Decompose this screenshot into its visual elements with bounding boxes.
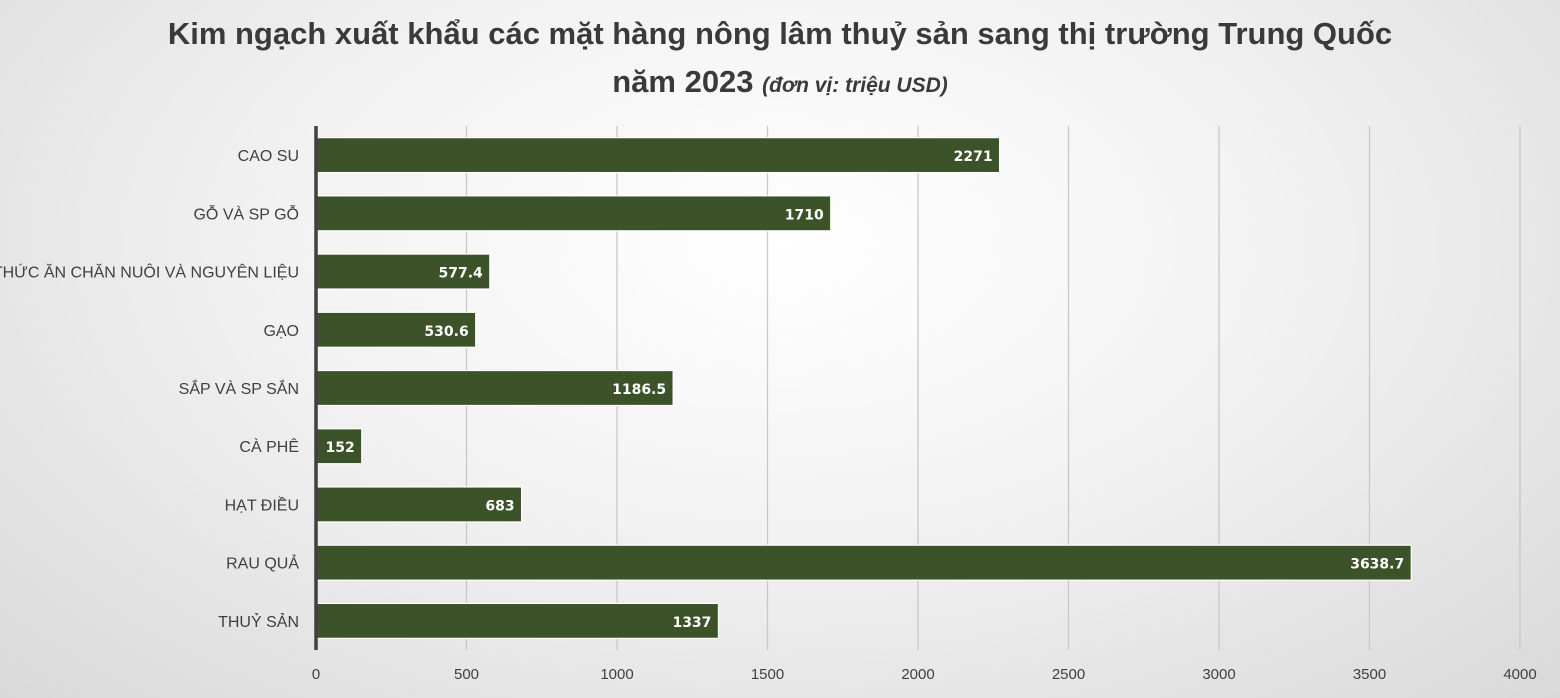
x-tick-label: 2000 — [901, 666, 934, 683]
bars: 2271 1710 577.4 530.6 1186.5 152 683 3638.7 1337 — [315, 137, 1412, 639]
x-tick-label: 1000 — [600, 666, 633, 683]
data-label: 1337 — [672, 615, 711, 631]
x-tick-label: 2500 — [1052, 666, 1085, 683]
data-label: 1710 — [785, 207, 824, 223]
category-label: THUỶ SẢN — [218, 612, 299, 631]
bar — [315, 253, 491, 290]
category-label: CÀ PHÊ — [239, 437, 299, 456]
category-label: GẠO — [263, 323, 299, 340]
chart-title-year: năm 2023 — [612, 64, 754, 99]
x-tick-label: 1500 — [751, 666, 784, 683]
data-label: 683 — [485, 498, 514, 514]
category-label: THỨC ĂN CHĂN NUÔI VÀ NGUYÊN LIỆU — [0, 263, 299, 282]
category-label: CAO SU — [238, 148, 299, 165]
bar — [315, 137, 1001, 174]
x-tick-label: 500 — [454, 666, 479, 683]
data-label: 1186.5 — [612, 382, 666, 398]
bar — [315, 195, 832, 232]
category-label: RAU QUẢ — [226, 554, 299, 573]
axes: 0 500 1000 1500 2000 2500 3000 3500 4000 CAO SU GỖ… — [0, 126, 1537, 683]
x-tick-label: 4000 — [1503, 666, 1536, 683]
category-label: SẮP VÀ SP SẮN — [179, 379, 299, 398]
data-label: 530.6 — [424, 324, 468, 340]
bar — [315, 544, 1412, 581]
bar — [315, 486, 523, 523]
chart-title: Kim ngạch xuất khẩu các mặt hàng nông lâ… — [167, 16, 1393, 51]
bar — [315, 369, 674, 407]
category-label: GỖ VÀ SP GỖ — [193, 204, 299, 223]
data-label: 3638.7 — [1350, 557, 1404, 573]
x-tick-label: 0 — [312, 666, 320, 683]
data-label: 152 — [326, 440, 355, 456]
x-tick-label: 3000 — [1202, 666, 1235, 683]
category-label: HẠT ĐIỀU — [225, 495, 299, 514]
chart-title-line2: năm 2023 (đơn vị: triệu USD) — [0, 62, 1560, 106]
data-label: 577.4 — [439, 266, 484, 282]
bar — [315, 602, 720, 639]
chart-unit-note: (đơn vị: triệu USD) — [762, 74, 948, 97]
bar — [315, 428, 363, 465]
x-tick-label: 3500 — [1353, 666, 1386, 683]
data-label: 2271 — [954, 149, 993, 165]
